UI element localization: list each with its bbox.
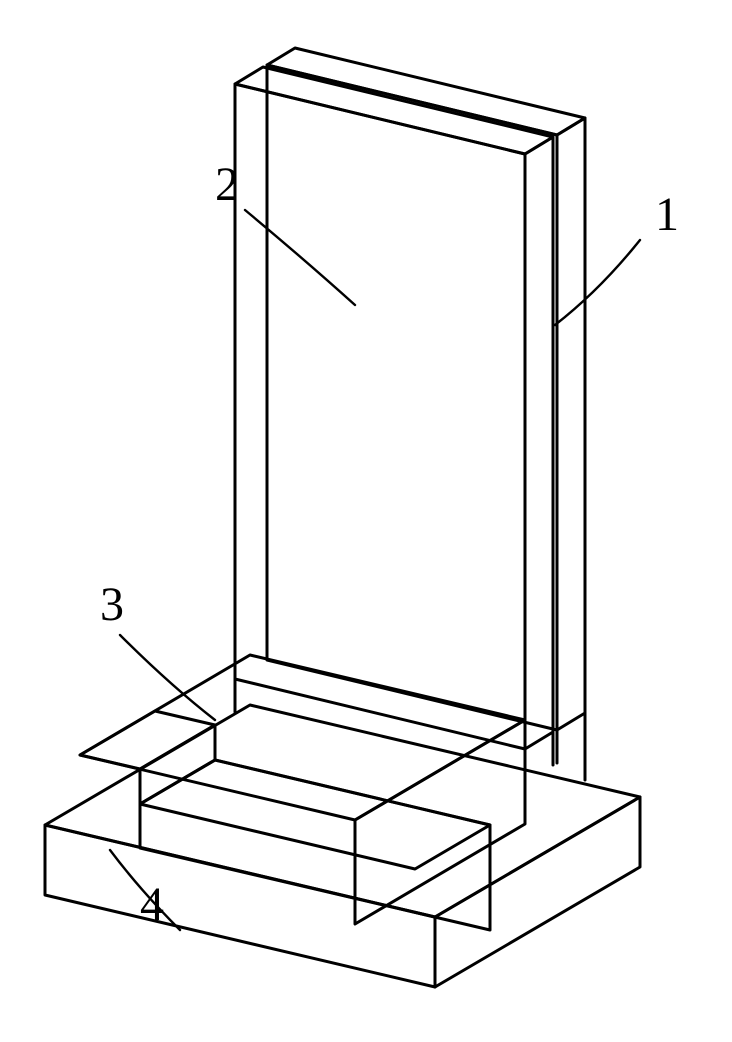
panel-back-right (557, 118, 585, 730)
panel-front-front (235, 84, 525, 749)
step-lower-top (140, 760, 490, 869)
panel-front-right (525, 137, 553, 749)
label-2: 2 (215, 158, 239, 211)
step-notch-seat (80, 711, 215, 769)
label-4: 4 (140, 878, 164, 931)
panel-back-top (267, 48, 585, 135)
panel-front-top (235, 67, 553, 154)
panel-back-front (267, 65, 557, 730)
step-top (80, 655, 525, 820)
base-top (45, 705, 640, 917)
base-right (435, 797, 640, 987)
leader-2 (245, 210, 355, 305)
leader-1 (555, 240, 640, 325)
label-3: 3 (100, 578, 124, 631)
base-front (45, 825, 435, 987)
label-1: 1 (655, 188, 679, 241)
leader-3 (120, 635, 215, 720)
